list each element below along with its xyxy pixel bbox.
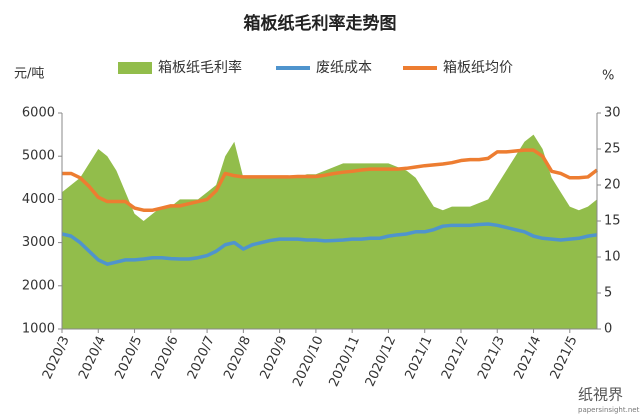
y2-tick-label: 5 [604,286,612,301]
y2-tick-label: 15 [604,214,621,229]
y2-tick-label: 30 [604,106,621,121]
y-tick-label: 5000 [22,149,55,164]
legend-swatch [118,62,152,74]
logo-name: 纸視界 [578,386,623,404]
y2-tick-label: 25 [604,142,621,157]
y2-tick-label: 20 [604,178,621,193]
y-tick-label: 2000 [22,278,55,293]
y-axis-label: 元/吨 [14,67,44,82]
legend-label: 废纸成本 [316,60,372,76]
y2-tick-label: 0 [604,322,612,337]
line [62,148,599,212]
y-tick-label: 6000 [22,106,55,121]
y-tick-label: 1000 [22,322,55,337]
line [61,222,598,266]
y2-tick-label: 10 [604,250,621,265]
legend-label: 箱板纸均价 [443,60,513,76]
y-tick-label: 3000 [22,235,55,250]
y-tick-label: 4000 [22,192,55,207]
y2-axis-label: % [602,69,614,84]
legend-label: 箱板纸毛利率 [158,59,242,76]
logo-url: papersinsight.net [578,406,640,414]
chart-title: 箱板纸毛利率走势图 [244,13,397,34]
area [62,134,597,329]
